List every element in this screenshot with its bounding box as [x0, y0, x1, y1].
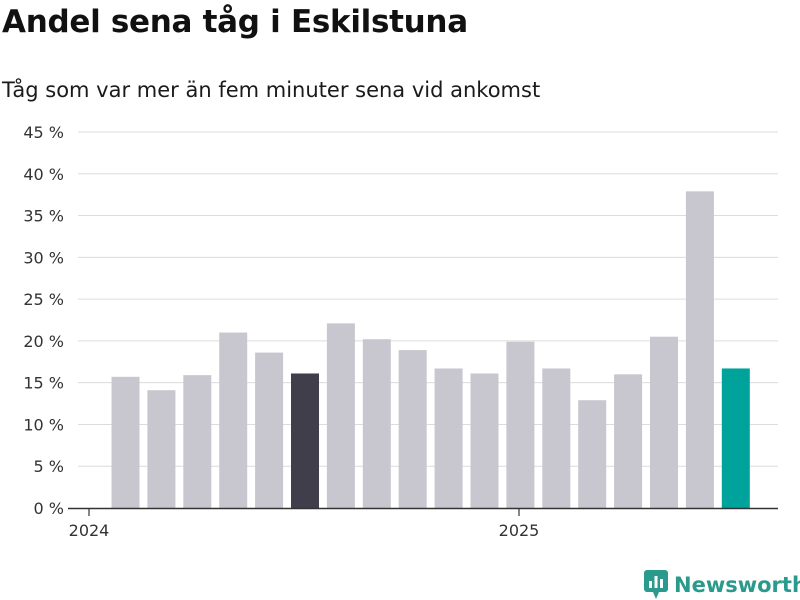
- bar: [291, 373, 319, 508]
- chart-subtitle: Tåg som var mer än fem minuter sena vid …: [2, 78, 541, 102]
- y-tick-label: 30 %: [23, 248, 64, 267]
- y-tick-label: 35 %: [23, 207, 64, 226]
- x-tick-label: 2025: [499, 521, 540, 540]
- bar: [650, 336, 678, 508]
- bar: [470, 373, 499, 508]
- bar: [183, 375, 212, 508]
- y-tick-label: 10 %: [23, 415, 64, 434]
- bar: [685, 191, 714, 508]
- y-tick-label: 25 %: [23, 290, 64, 309]
- bar: [147, 390, 176, 508]
- y-tick-label: 15 %: [23, 374, 64, 393]
- y-tick-label: 40 %: [23, 165, 64, 184]
- bar: [326, 323, 355, 508]
- y-tick-label: 5 %: [34, 457, 64, 476]
- newsworthy-logo-icon: [644, 570, 668, 599]
- bar: [362, 339, 391, 508]
- bar: [219, 332, 248, 508]
- bar: [721, 368, 750, 508]
- bar: [614, 374, 643, 508]
- bar: [506, 341, 535, 508]
- bar: [111, 376, 140, 508]
- bar: [398, 350, 427, 508]
- bar: [542, 368, 571, 508]
- y-tick-label: 45 %: [23, 123, 64, 142]
- x-tick-label: 2024: [69, 521, 110, 540]
- newsworthy-logo: Newsworthy: [644, 570, 800, 600]
- bar: [255, 352, 284, 508]
- chart-title: Andel sena tåg i Eskilstuna: [2, 4, 468, 40]
- y-tick-label: 0 %: [34, 499, 64, 518]
- brand-name: Newsworthy: [674, 573, 800, 597]
- bar: [578, 400, 607, 508]
- bar-chart: 0 % 5 % 10 % 15 % 20 % 25 % 30 % 35 % 40 % 45 % 20…: [23, 123, 778, 540]
- y-tick-label: 20 %: [23, 332, 64, 351]
- bar: [434, 368, 463, 508]
